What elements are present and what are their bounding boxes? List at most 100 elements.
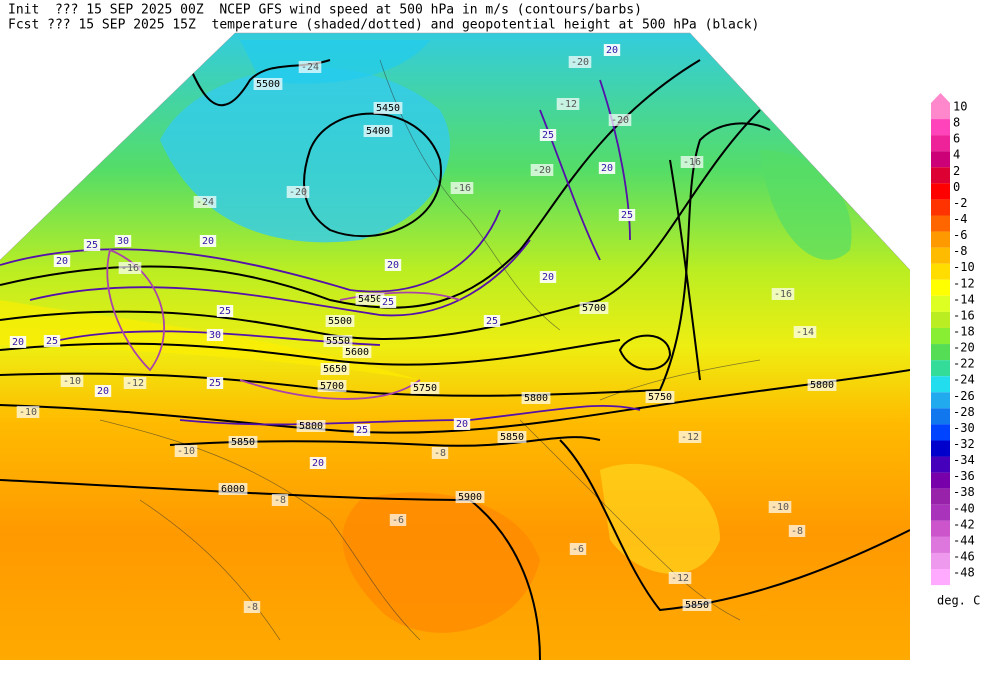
colorbar-label: -2 (953, 196, 967, 210)
map-label: 25 (219, 306, 231, 317)
map-label: 25 (621, 210, 633, 221)
colorbar-label: 8 (953, 116, 960, 130)
colorbar-swatch (931, 569, 950, 586)
label-box (788, 525, 806, 537)
map-label: -8 (791, 526, 803, 537)
map-label: 5700 (320, 381, 344, 392)
label-box (453, 418, 471, 430)
colorbar: 10 8 6 4 2 0 -2 -4 -6 -8 -10 -12 -14 -16 -18 -20 -22 -24 -… (931, 93, 975, 586)
map-label: 5900 (458, 492, 482, 503)
label-box (286, 186, 310, 198)
header-line: Fcst ??? 15 SEP 2025 15Z temperature (sh… (8, 18, 759, 33)
map-label: -8 (274, 495, 286, 506)
map-label: 5550 (326, 336, 350, 347)
map-label: 5800 (299, 421, 323, 432)
map-label: 20 (387, 260, 399, 271)
map-label: 5500 (256, 79, 280, 90)
map-label: 5400 (366, 126, 390, 137)
colorbar-swatch (931, 295, 950, 312)
label-box (579, 302, 609, 314)
label-box (94, 385, 112, 397)
label-box (83, 239, 101, 251)
map-label: 25 (542, 130, 554, 141)
colorbar-swatch (931, 247, 950, 264)
colorbar-swatch (931, 311, 950, 328)
map-label: 25 (209, 378, 221, 389)
colorbar-swatch (931, 263, 950, 280)
label-box (216, 305, 234, 317)
colorbar-swatch (931, 344, 950, 361)
colorbar-label: -40 (953, 501, 975, 515)
label-box (298, 61, 322, 73)
label-box (793, 326, 817, 338)
colorbar-label: -12 (953, 276, 975, 290)
colorbar-swatch (931, 424, 950, 441)
map-label: -10 (63, 376, 81, 387)
label-box (296, 420, 326, 432)
label-box (455, 491, 485, 503)
label-box (9, 336, 27, 348)
map-label: 5500 (328, 316, 352, 327)
colorbar-swatch (931, 440, 950, 457)
colorbar-label: -24 (953, 373, 975, 387)
label-box (43, 335, 61, 347)
colorbar-label: 4 (953, 148, 960, 162)
label-box (497, 431, 527, 443)
colorbar-swatch (931, 119, 950, 136)
label-box (228, 436, 258, 448)
colorbar-label: -16 (953, 308, 975, 322)
label-box (521, 392, 551, 404)
colorbar-unit: deg. C (937, 594, 980, 608)
label-box (483, 315, 501, 327)
map-label: 5850 (231, 437, 255, 448)
label-box (645, 391, 675, 403)
label-box (206, 377, 224, 389)
label-box (598, 162, 616, 174)
colorbar-swatch (931, 167, 950, 184)
colorbar-label: -48 (953, 566, 975, 580)
map-label: 5800 (810, 380, 834, 391)
map-label: 25 (46, 336, 58, 347)
colorbar-swatch (931, 488, 950, 505)
label-box (118, 262, 142, 274)
map-label: 25 (486, 316, 498, 327)
label-box (768, 501, 792, 513)
map-label: -14 (796, 327, 814, 338)
label-box (16, 406, 40, 418)
map-label: -24 (196, 197, 214, 208)
colorbar-label: 6 (953, 132, 960, 146)
label-box (682, 599, 712, 611)
map-label: 6000 (221, 484, 245, 495)
label-box (355, 293, 385, 305)
map-label: 5750 (648, 392, 672, 403)
colorbar-swatch (931, 199, 950, 216)
label-box (342, 346, 372, 358)
label-box (431, 447, 449, 459)
label-box (53, 255, 71, 267)
label-box (410, 382, 440, 394)
colorbar-arrow (931, 93, 950, 103)
label-box (271, 494, 289, 506)
label-box (680, 156, 704, 168)
colorbar-swatch (931, 360, 950, 377)
map-area (0, 33, 910, 660)
colorbar-swatch (931, 327, 950, 345)
colorbar-label: -10 (953, 260, 975, 274)
label-box (556, 98, 580, 110)
colorbar-swatch (931, 456, 950, 473)
map-label: -8 (434, 448, 446, 459)
label-box (206, 329, 224, 341)
map-label: -24 (301, 62, 319, 73)
map-label: -12 (671, 573, 689, 584)
colorbar-swatch (931, 408, 950, 425)
label-box (608, 114, 632, 126)
colorbar-swatch (931, 135, 950, 152)
label-box (618, 209, 636, 221)
label-box (60, 375, 84, 387)
label-box (199, 235, 217, 247)
label-box (218, 483, 248, 495)
map-label: -6 (392, 515, 404, 526)
colorbar-swatch (931, 183, 950, 200)
colorbar-swatch (931, 472, 950, 489)
